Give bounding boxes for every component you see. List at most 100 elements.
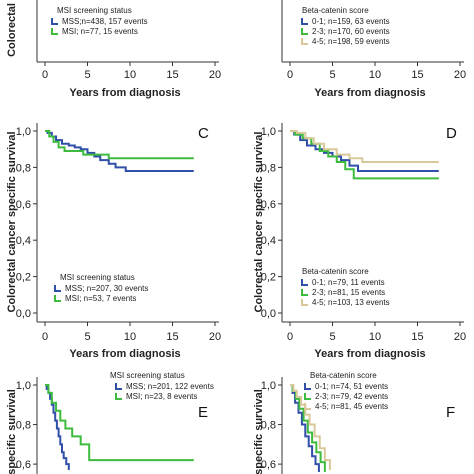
- legend-entry-1: 2-3; n=79, 42 events: [315, 392, 388, 401]
- x-tick-label: 10: [124, 331, 136, 343]
- legend-title: Beta-catenin score: [302, 6, 369, 15]
- legend-swatch-1: [54, 295, 61, 302]
- y-tick-label: 0,0: [16, 308, 31, 320]
- legend-entry-1: MSI; n=53, 7 events: [65, 294, 136, 303]
- x-tick-label: 20: [209, 69, 221, 81]
- legend-entry-2: 4-5; n=103, 13 events: [312, 298, 390, 307]
- y-tick-label: 1,0: [261, 380, 276, 392]
- y-tick-label: 0,8: [16, 420, 31, 432]
- x-tick-label: 10: [124, 69, 136, 81]
- x-axis-label: Years from diagnosis: [69, 87, 180, 99]
- panel-label: C: [198, 125, 209, 142]
- y-tick-label: 0,4: [261, 235, 276, 247]
- series-line-0: [290, 130, 439, 173]
- y-tick-label: 0,6: [261, 459, 276, 471]
- y-axis-label: Colorectal cancer specific survival: [253, 132, 265, 313]
- x-axis-label: Years from diagnosis: [314, 348, 425, 360]
- legend-entry-1: MSI; n=23, 8 events: [126, 392, 197, 401]
- legend-entry-0: 0-1; n=79, 11 events: [312, 278, 385, 287]
- y-tick-label: 0,4: [16, 235, 31, 247]
- x-tick-label: 0: [42, 331, 48, 343]
- legend-swatch-1: [304, 393, 311, 400]
- legend-swatch-0: [51, 18, 58, 25]
- x-tick-label: 5: [84, 69, 90, 81]
- x-tick-label: 10: [369, 331, 381, 343]
- legend-swatch-1: [51, 28, 58, 35]
- x-axis-label: Years from diagnosis: [69, 348, 180, 360]
- legend-entry-1: 2-3; n=170, 60 events: [312, 27, 390, 36]
- x-tick-label: 5: [84, 331, 90, 343]
- series-line-1: [290, 130, 439, 180]
- panel-label: D: [446, 125, 457, 142]
- legend-swatch-0: [54, 285, 61, 292]
- x-tick-label: 5: [329, 331, 335, 343]
- y-tick-label: 0,8: [16, 162, 31, 174]
- y-axis-label: specific survival: [6, 389, 18, 474]
- legend-swatch-0: [301, 18, 308, 25]
- legend-entry-0: MSS;n=438, 157 events: [62, 17, 148, 26]
- y-tick-label: 1,0: [16, 126, 31, 138]
- x-tick-label: 0: [287, 69, 293, 81]
- series-line-2: [290, 130, 439, 163]
- series-line-1: [45, 130, 194, 160]
- x-tick-label: 20: [454, 69, 466, 81]
- x-tick-label: 0: [287, 331, 293, 343]
- chart-panel-d: 0 5 10 15 20 Years from diagnosis 1,0 0,8 0,6 0,4…: [253, 123, 466, 360]
- y-tick-label: 0,6: [16, 459, 31, 471]
- legend-entry-1: 2-3; n=81, 15 events: [312, 288, 385, 297]
- legend-swatch-2: [301, 38, 308, 45]
- legend-entry-0: MSS; n=201, 122 events: [126, 382, 214, 391]
- legend-entry-0: 0-1; n=159, 63 events: [312, 17, 390, 26]
- y-axis-label: Colorectal: [6, 3, 18, 57]
- chart-panel-a: 0 5 10 15 20 Years from diagnosis Colorectal MS…: [6, 0, 221, 99]
- legend-swatch-2: [304, 403, 311, 410]
- legend-swatch-1: [301, 28, 308, 35]
- y-tick-label: 0,2: [16, 272, 31, 284]
- y-tick-label: 0,0: [261, 308, 276, 320]
- y-tick-label: 0,2: [261, 272, 276, 284]
- x-tick-label: 10: [369, 69, 381, 81]
- legend-title: Beta-catenin score: [302, 267, 369, 276]
- y-tick-label: 0,6: [261, 199, 276, 211]
- legend-entry-0: MSS; n=207, 30 events: [65, 284, 148, 293]
- x-tick-label: 20: [209, 331, 221, 343]
- x-tick-label: 15: [166, 69, 178, 81]
- legend-title: MSI screening status: [110, 371, 185, 380]
- y-tick-label: 0,8: [261, 162, 276, 174]
- x-axis-label: Years from diagnosis: [314, 87, 425, 99]
- legend-entry-1: MSI; n=77, 15 events: [62, 27, 138, 36]
- x-tick-label: 20: [454, 331, 466, 343]
- legend-swatch-1: [115, 393, 122, 400]
- x-tick-label: 15: [166, 331, 178, 343]
- legend-swatch-0: [115, 383, 122, 390]
- legend-swatch-1: [301, 289, 308, 296]
- series-line-1: [45, 384, 194, 462]
- y-tick-label: 1,0: [16, 380, 31, 392]
- y-tick-label: 0,8: [261, 420, 276, 432]
- y-tick-label: 1,0: [261, 126, 276, 138]
- panel-label: F: [446, 404, 455, 421]
- x-tick-label: 5: [329, 69, 335, 81]
- legend-title: MSI screening status: [57, 6, 132, 15]
- legend-entry-2: 4-5; n=198, 59 events: [312, 37, 390, 46]
- x-tick-label: 0: [42, 69, 48, 81]
- chart-panel-c: 0 5 10 15 20 Years from diagnosis 1,0 0,8 0,6 0,4…: [6, 123, 221, 360]
- x-tick-label: 15: [411, 69, 423, 81]
- legend-swatch-0: [301, 279, 308, 286]
- y-tick-label: 0,6: [16, 199, 31, 211]
- legend-title: MSI screening status: [60, 273, 135, 282]
- legend-swatch-2: [301, 299, 308, 306]
- legend-entry-2: 4-5; n=81, 45 events: [315, 402, 388, 411]
- y-axis-label: specific survival: [253, 389, 265, 474]
- series-line-2: [290, 384, 331, 471]
- legend-title: Beta-catenin score: [310, 371, 377, 380]
- chart-panel-b: 0 5 10 15 20 Years from diagnosis Beta-catenin…: [281, 0, 466, 99]
- legend-entry-0: 0-1; n=74, 51 events: [315, 382, 388, 391]
- x-tick-label: 15: [411, 331, 423, 343]
- legend-swatch-0: [304, 383, 311, 390]
- panel-label: E: [198, 404, 208, 421]
- y-axis-label: Colorectal cancer specific survival: [6, 132, 18, 313]
